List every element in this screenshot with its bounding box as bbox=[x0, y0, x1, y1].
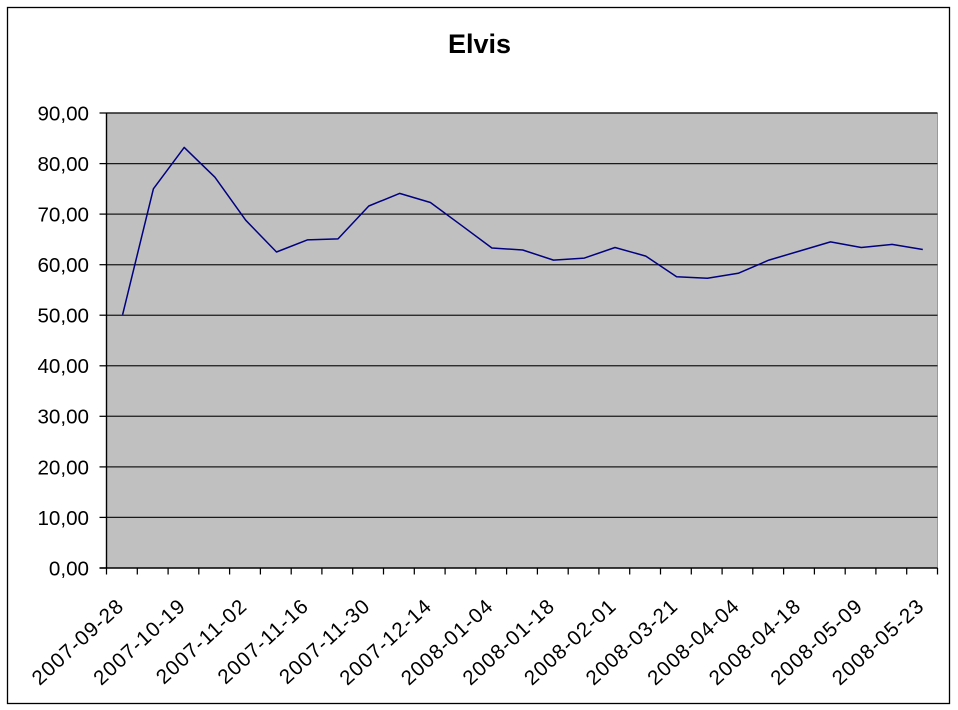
svg-text:Elvis: Elvis bbox=[448, 29, 511, 59]
svg-text:30,00: 30,00 bbox=[37, 406, 89, 429]
svg-text:60,00: 60,00 bbox=[37, 254, 89, 277]
svg-text:50,00: 50,00 bbox=[37, 305, 89, 328]
svg-text:0,00: 0,00 bbox=[49, 557, 89, 580]
svg-text:70,00: 70,00 bbox=[37, 204, 89, 227]
svg-text:90,00: 90,00 bbox=[37, 102, 89, 125]
svg-text:10,00: 10,00 bbox=[37, 507, 89, 530]
svg-text:40,00: 40,00 bbox=[37, 355, 89, 378]
svg-text:20,00: 20,00 bbox=[37, 456, 89, 479]
svg-text:80,00: 80,00 bbox=[37, 153, 89, 176]
